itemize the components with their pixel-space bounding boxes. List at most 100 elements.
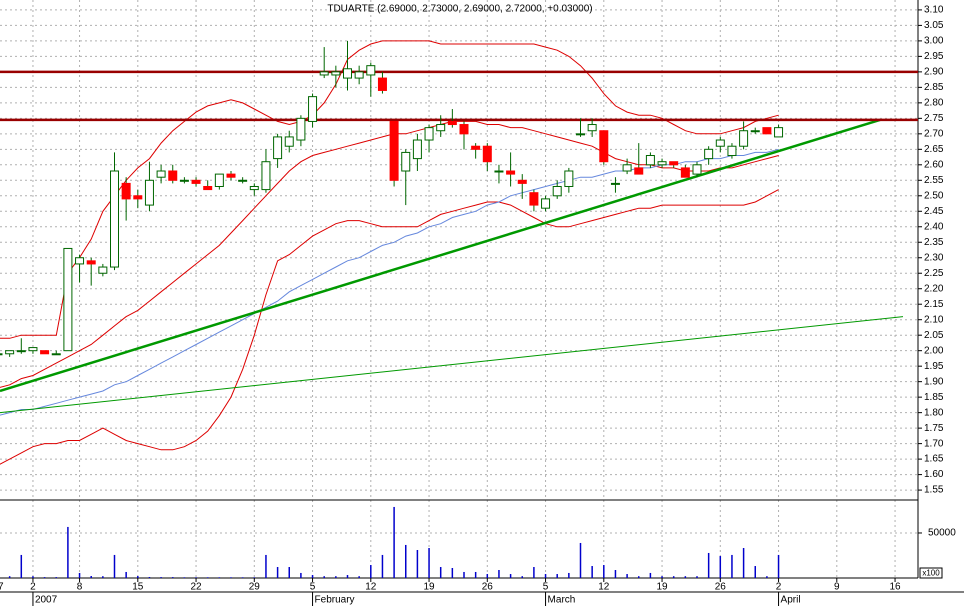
y-tick-label: 1.70 xyxy=(924,438,944,449)
candle-body xyxy=(552,185,562,197)
candle-body xyxy=(412,139,422,160)
candle-body xyxy=(517,179,527,184)
y-tick-label: 2.15 xyxy=(924,299,944,310)
x-tick-label: 9 xyxy=(834,582,840,593)
candle-body xyxy=(739,130,749,147)
x-tick-label: 22 xyxy=(190,582,202,593)
candle-body xyxy=(482,145,492,163)
y-tick-label: 2.50 xyxy=(924,190,944,201)
y-tick-label: 1.80 xyxy=(924,407,944,418)
candle-body xyxy=(168,170,178,181)
candle-body xyxy=(657,161,667,166)
month-label: February xyxy=(315,595,355,606)
y-tick-label: 1.55 xyxy=(924,485,944,496)
candle-body xyxy=(121,182,131,200)
candle-body xyxy=(564,170,574,187)
y-tick-label: 2.55 xyxy=(924,175,944,186)
x-tick-label: 12 xyxy=(598,582,610,593)
y-tick-label: 2.65 xyxy=(924,144,944,155)
y-tick-label: 1.60 xyxy=(924,469,944,480)
x-tick-label: 2 xyxy=(30,582,36,593)
candle-body xyxy=(610,182,620,185)
y-tick-label: 2.85 xyxy=(924,82,944,93)
indicator-line xyxy=(0,40,779,339)
candle-body xyxy=(5,350,15,355)
y-tick-label: 1.90 xyxy=(924,376,944,387)
y-tick-label: 2.40 xyxy=(924,221,944,232)
x-tick-label: 19 xyxy=(423,582,435,593)
candle-body xyxy=(436,124,446,132)
candle-body xyxy=(622,164,632,172)
y-tick-label: 50000 xyxy=(928,528,956,539)
candle-body xyxy=(680,167,690,178)
candle-body xyxy=(750,130,760,133)
y-tick-label: 2.60 xyxy=(924,159,944,170)
y-tick-label: 3.05 xyxy=(924,20,944,31)
y-tick-label: 2.00 xyxy=(924,345,944,356)
candle-body xyxy=(261,161,271,191)
y-tick-label: 2.75 xyxy=(924,113,944,124)
indicator-line xyxy=(0,148,779,416)
candle-body xyxy=(704,148,714,160)
x-tick-label: 19 xyxy=(656,582,668,593)
candle-body xyxy=(63,247,73,352)
unit-box xyxy=(919,567,943,579)
y-tick-label: 2.30 xyxy=(924,252,944,263)
x-tick-label: 15 xyxy=(132,582,144,593)
x-tick-label: 16 xyxy=(889,582,901,593)
candle-body xyxy=(401,151,411,172)
candle-body xyxy=(319,71,329,76)
y-tick-label: 2.90 xyxy=(924,67,944,78)
x-tick-label: 29 xyxy=(249,582,261,593)
x-tick-label: 12 xyxy=(365,582,377,593)
y-tick-label: 3.10 xyxy=(924,5,944,16)
candle-body xyxy=(529,192,539,206)
x-tick-label: 26 xyxy=(482,582,494,593)
y-tick-label: 1.65 xyxy=(924,454,944,465)
candle-body xyxy=(16,350,26,353)
candle-body xyxy=(156,170,166,178)
y-tick-label: 1.85 xyxy=(924,392,944,403)
candle-body xyxy=(599,130,609,163)
y-tick-label: 2.25 xyxy=(924,268,944,279)
candle-body xyxy=(506,170,516,175)
candle-body xyxy=(308,96,318,122)
candle-body xyxy=(86,260,96,265)
y-tick-label: 2.05 xyxy=(924,330,944,341)
candle-body xyxy=(98,266,108,274)
x-tick-label: 5 xyxy=(543,582,549,593)
candle-body xyxy=(249,185,259,191)
candle-body xyxy=(541,198,551,209)
candle-body xyxy=(214,173,224,187)
candle-body xyxy=(144,179,154,206)
candle-body xyxy=(343,68,352,79)
candle-body xyxy=(774,127,784,138)
candle-body xyxy=(424,127,434,141)
candle-body xyxy=(191,179,201,184)
candle-body xyxy=(133,195,143,200)
candle-body xyxy=(296,117,306,141)
y-tick-label: 3.00 xyxy=(924,36,944,47)
y-tick-label: 1.75 xyxy=(924,423,944,434)
candle-body xyxy=(692,164,702,175)
candle-body xyxy=(354,71,364,79)
y-tick-label: 2.70 xyxy=(924,128,944,139)
x-tick-label: 5 xyxy=(310,582,316,593)
y-tick-label: 2.80 xyxy=(924,97,944,108)
month-label: March xyxy=(548,595,576,606)
x-tick-label: 26 xyxy=(715,582,727,593)
candle-body xyxy=(51,353,61,356)
candle-body xyxy=(715,139,725,147)
month-label: 2007 xyxy=(35,595,58,606)
candle-body xyxy=(28,347,38,352)
month-label: April xyxy=(781,595,801,606)
candle-body xyxy=(669,161,679,166)
trendline xyxy=(0,316,904,414)
candle-body xyxy=(179,179,189,182)
candle-body xyxy=(284,136,294,147)
candle-body xyxy=(762,127,772,135)
candle-body xyxy=(471,145,481,150)
candle-body xyxy=(459,124,469,135)
